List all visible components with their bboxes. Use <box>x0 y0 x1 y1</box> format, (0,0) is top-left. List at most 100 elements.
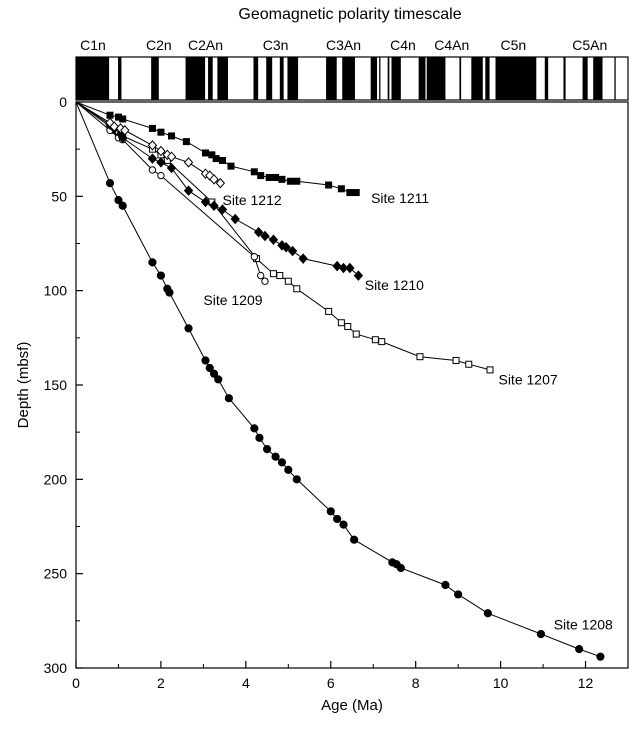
polarity-normal-interval-19 <box>471 57 483 100</box>
site-1209-point-4 <box>148 166 157 174</box>
site-1208-point-10 <box>205 363 214 373</box>
polarity-normal-interval-2 <box>151 57 159 100</box>
polarity-normal-interval-4 <box>208 57 213 100</box>
site-1208-point-1 <box>105 179 115 188</box>
y-axis: 0 50 100 150 200 250 300 <box>44 94 83 676</box>
polarity-normal-interval-8 <box>279 57 284 100</box>
site-1212-point-5 <box>147 140 158 151</box>
site-1211-point-1 <box>106 111 114 119</box>
site-1208-point-30 <box>483 609 492 618</box>
site-1210-point-9 <box>200 196 211 208</box>
chron-label-2: C2An <box>188 37 223 53</box>
y-tick-label-6: 300 <box>44 660 68 676</box>
site-1209-point-6 <box>250 253 259 261</box>
chron-label-3: C3n <box>263 37 289 53</box>
chron-label-1: C2n <box>146 37 172 53</box>
polarity-normal-interval-23 <box>563 57 566 100</box>
site-1211-point-16 <box>272 173 280 181</box>
site-1210-point-15 <box>268 234 279 245</box>
polarity-normal-interval-20 <box>485 57 490 100</box>
site-1208-point-23 <box>339 520 348 529</box>
site-1211-point-23 <box>352 189 360 197</box>
series-label-site-1208: Site 1208 <box>554 617 613 633</box>
polarity-normal-interval-21 <box>495 57 537 100</box>
polarity-normal-interval-14 <box>387 57 390 100</box>
site-1210-point-13 <box>253 226 264 238</box>
series-label-site-1211: Site 1211 <box>371 190 429 206</box>
site-1207-point-10 <box>269 270 277 278</box>
site-1210-point-19 <box>298 253 308 264</box>
site-1211-point-19 <box>293 177 301 185</box>
site-1211-point-12 <box>227 162 235 170</box>
y-tick-label-2: 100 <box>44 283 68 299</box>
site-1209-point-5 <box>157 171 165 180</box>
polarity-normal-interval-17 <box>426 57 446 100</box>
site-1209-point-7 <box>257 271 265 280</box>
site-1208-point-32 <box>575 645 584 654</box>
x-axis: 0 2 4 6 8 10 12 <box>72 661 594 691</box>
site-1210-point-10 <box>209 200 219 212</box>
polarity-normal-interval-22 <box>544 57 549 100</box>
chron-label-6: C4An <box>434 37 469 53</box>
site-1211-point-21 <box>337 185 345 193</box>
site-1208-point-31 <box>536 629 546 639</box>
site-1211-point-10 <box>212 155 220 163</box>
x-tick-label-3: 6 <box>327 675 335 691</box>
series-site-1212 <box>75 101 226 189</box>
site-1208-point-13 <box>224 394 233 403</box>
site-1211-point-9 <box>208 151 216 159</box>
site-1212-point-13 <box>215 177 226 189</box>
site-1211-point-4 <box>148 124 156 132</box>
chron-label-4: C3An <box>326 37 361 53</box>
polarity-normal-interval-11 <box>342 57 355 100</box>
site-1211-point-22 <box>346 189 354 197</box>
site-1210-point-23 <box>353 270 364 281</box>
site-1210-point-22 <box>345 262 355 274</box>
series-layer <box>75 101 605 661</box>
series-label-site-1209: Site 1209 <box>203 292 262 308</box>
site-1211-point-6 <box>168 132 176 140</box>
polarity-normal-interval-25 <box>593 57 603 100</box>
x-axis-label: Age (Ma) <box>321 697 383 714</box>
site-1211-point-5 <box>157 128 165 136</box>
site-1210-point-14 <box>260 230 270 242</box>
polarity-normal-interval-12 <box>370 57 378 100</box>
x-tick-label-4: 8 <box>412 675 420 691</box>
site-1210-point-18 <box>287 245 298 257</box>
site-1210-point-6 <box>156 157 166 168</box>
site-1207-point-14 <box>325 307 333 315</box>
site-1208-point-17 <box>271 452 280 461</box>
x-tick-label-1: 2 <box>157 675 165 691</box>
polarity-normal-interval-26 <box>614 57 616 100</box>
x-tick-label-2: 4 <box>242 675 250 691</box>
site-1210-point-11 <box>217 204 228 215</box>
x-tick-label-5: 10 <box>493 675 509 691</box>
polarity-normal-interval-6 <box>253 57 259 100</box>
site-1208-point-21 <box>326 507 335 516</box>
site-1207-point-17 <box>352 330 360 338</box>
site-1207-point-11 <box>276 272 284 280</box>
site-1207-point-12 <box>284 277 292 285</box>
site-1208-point-12 <box>214 375 223 384</box>
y-tick-label-5: 250 <box>44 566 68 582</box>
site-1208-line <box>75 101 601 658</box>
y-tick-label-0: 0 <box>59 94 67 110</box>
site-1208-point-7 <box>165 288 174 297</box>
polarity-normal-interval-7 <box>266 57 273 100</box>
site-1210-point-20 <box>332 260 342 272</box>
site-1208-point-3 <box>118 201 127 210</box>
site-1207-point-21 <box>452 356 460 364</box>
series-label-site-1207: Site 1207 <box>498 371 557 387</box>
site-1211-point-14 <box>257 172 265 180</box>
series-label-site-1210: Site 1210 <box>365 277 424 293</box>
polarity-normal-interval-0 <box>76 57 110 100</box>
site-1208-point-5 <box>156 271 166 280</box>
site-1208-point-29 <box>454 590 463 599</box>
site-1211-point-18 <box>286 177 294 185</box>
polarity-normal-interval-10 <box>326 57 337 100</box>
polarity-bar <box>76 57 616 100</box>
site-1210-point-17 <box>281 242 291 253</box>
polarity-normal-interval-1 <box>118 57 122 100</box>
site-1208-point-27 <box>396 563 405 573</box>
chron-label-8: C5An <box>572 37 607 53</box>
